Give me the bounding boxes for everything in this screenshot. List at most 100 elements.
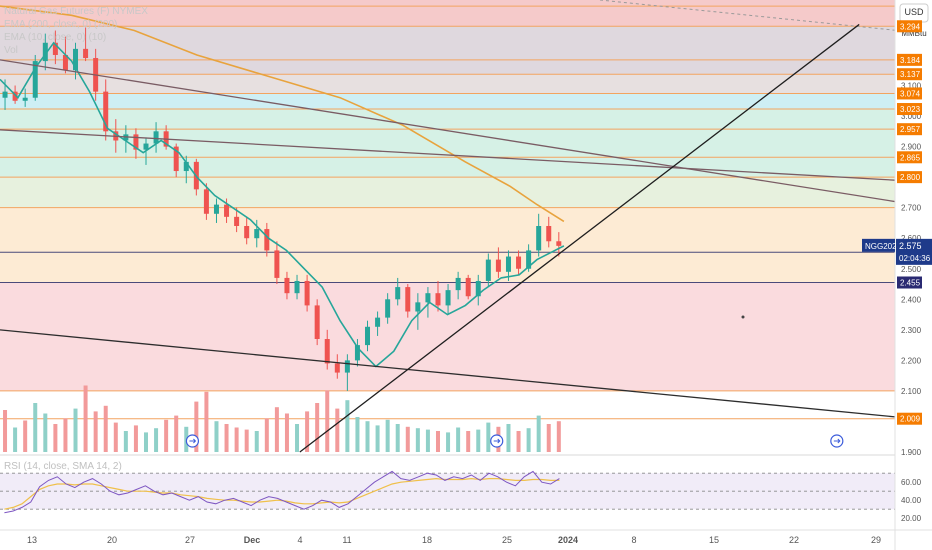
- price-badge-label-2: 3.137: [900, 70, 921, 79]
- volume-bar-29: [295, 424, 300, 452]
- x-tick-label-9: 8: [631, 535, 636, 545]
- volume-bar-25: [254, 431, 259, 452]
- volume-bar-19: [194, 401, 199, 452]
- candle-body-52: [526, 250, 532, 269]
- zone-5: [0, 177, 895, 208]
- event-markers[interactable]: [185, 434, 844, 448]
- candle-body-0: [2, 91, 8, 98]
- volume-bar-45: [456, 427, 461, 452]
- trendlines[interactable]: [0, 23, 896, 453]
- volume-bar-48: [486, 422, 491, 452]
- price-badge-label-4: 3.023: [900, 105, 921, 114]
- legend-ema-200[interactable]: EMA (200, close, 0) (200): [4, 19, 118, 30]
- volume-bar-27: [274, 407, 279, 452]
- chart-legend: Natural Gas Futures (F) NYMEX EMA (200, …: [4, 5, 148, 57]
- candle-body-45: [455, 277, 461, 291]
- volume-bar-28: [284, 413, 289, 452]
- y-tick-label-0: 1.900: [901, 448, 922, 457]
- candle-body-31: [314, 305, 320, 339]
- candle-body-5: [52, 42, 58, 55]
- trendline-3: [299, 23, 860, 453]
- volume-bar-4: [43, 413, 48, 452]
- rsi-tick-label-1: 40.00: [901, 496, 922, 505]
- time-axis[interactable]: 13 20 27 Dec 4 11 18 25 2024 8 15 22 29: [0, 529, 932, 545]
- candle-body-13: [133, 134, 139, 150]
- x-tick-label-10: 15: [709, 535, 719, 545]
- moving-averages: [0, 5, 565, 368]
- legend-volume[interactable]: Vol: [4, 45, 18, 56]
- candle-body-6: [62, 54, 68, 71]
- legend-ema-10[interactable]: EMA (10, close, 0) (10): [4, 32, 107, 43]
- rsi-pane: RSI (14, close, SMA 14, 2): [0, 454, 895, 514]
- candle-body-25: [254, 229, 260, 239]
- price-badge-2: [897, 68, 922, 81]
- candle-body-4: [42, 42, 48, 62]
- volume-bar-34: [345, 400, 350, 452]
- candle-body-8: [83, 48, 89, 59]
- rsi-tick-label-0: 60.00: [901, 478, 922, 487]
- volume-bar-38: [385, 419, 390, 452]
- price-badge-label-1: 3.184: [900, 56, 921, 65]
- volume-bar-1: [13, 427, 18, 452]
- volume-bar-23: [234, 427, 239, 452]
- candle-body-26: [264, 229, 270, 251]
- volume-bar-12: [123, 431, 128, 452]
- candle-body-2: [22, 97, 28, 101]
- candle-body-28: [284, 277, 290, 294]
- price-badge-label-9: 2.455: [900, 279, 921, 288]
- price-badge-0: [897, 20, 922, 33]
- y-tick-label-2: 2.100: [901, 387, 922, 396]
- dashed-trend-line: [599, 0, 932, 35]
- volume-bar-50: [506, 424, 511, 452]
- price-axis[interactable]: USDMMBtu1.9002.0002.1002.2002.3002.4002.…: [862, 0, 932, 550]
- volume-bar-2: [23, 420, 28, 452]
- volume-bar-26: [264, 418, 269, 452]
- volume-bar-7: [73, 408, 78, 452]
- volume-bar-14: [143, 432, 148, 452]
- candle-body-42: [425, 293, 431, 303]
- symbol-badge: [862, 238, 895, 252]
- volume-bar-53: [536, 415, 541, 452]
- candle-body-15: [153, 131, 159, 144]
- candle-body-50: [505, 256, 511, 272]
- candle-body-32: [324, 339, 330, 364]
- candle-body-24: [244, 226, 250, 239]
- x-tick-label-12: 29: [871, 535, 881, 545]
- y-tick-label-11: 3.000: [901, 112, 922, 121]
- x-tick-label-1: 20: [107, 535, 117, 545]
- volume-bar-35: [355, 417, 360, 452]
- volume-bar-5: [53, 424, 58, 452]
- symbol-label: NGG2024: [865, 242, 902, 251]
- volume-bar-46: [466, 431, 471, 452]
- volume-bar-9: [93, 411, 98, 452]
- volume-bars: [3, 385, 561, 452]
- price-badge-10: [897, 412, 922, 425]
- candle-body-34: [344, 360, 350, 373]
- volume-bar-16: [164, 419, 169, 452]
- x-tick-label-2: 27: [185, 535, 195, 545]
- candle-body-48: [485, 259, 491, 281]
- candle-body-22: [224, 204, 230, 217]
- volume-bar-6: [63, 418, 68, 452]
- zone-6: [0, 207, 895, 283]
- legend-symbol[interactable]: Natural Gas Futures (F) NYMEX: [4, 6, 148, 17]
- candle-body-18: [183, 161, 189, 172]
- x-tick-label-3: Dec: [244, 535, 261, 545]
- candle-body-23: [234, 216, 240, 226]
- candle-body-20: [203, 189, 209, 214]
- x-tick-label-4: 4: [297, 535, 302, 545]
- volume-bar-20: [204, 391, 209, 452]
- price-badge-6: [897, 151, 922, 164]
- candle-body-54: [546, 226, 552, 242]
- horizontal-levels: [0, 0, 932, 420]
- trendline-1: [0, 129, 896, 181]
- y-tick-label-4: 2.300: [901, 326, 922, 335]
- y-tick-label-6: 2.500: [901, 265, 922, 274]
- candle-body-10: [103, 91, 109, 132]
- rsi-tick-label-2: 20.00: [901, 514, 922, 523]
- zone-2: [0, 74, 895, 94]
- candle-body-46: [465, 277, 471, 297]
- candle-body-7: [73, 48, 79, 71]
- volume-bar-30: [305, 411, 310, 452]
